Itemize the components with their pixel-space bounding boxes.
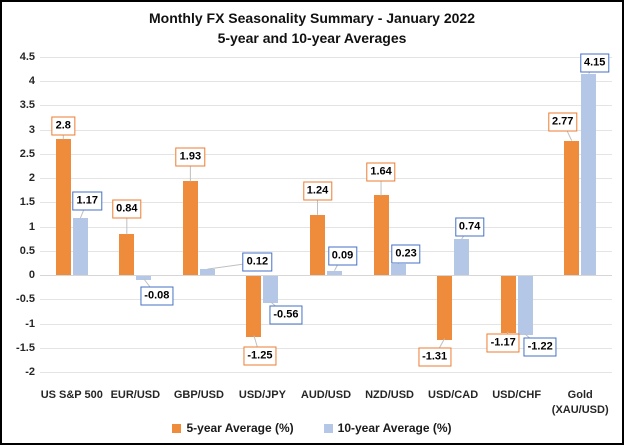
- data-label-10-year: 0.09: [327, 246, 358, 266]
- x-category-label: US S&P 500: [40, 389, 103, 401]
- data-label-10-year: -0.56: [269, 305, 303, 325]
- bar-5-year: [437, 276, 453, 340]
- x-category-label: EUR/USD: [110, 389, 161, 401]
- legend-swatch-5-year-icon: [172, 423, 182, 433]
- y-tick-label: -2: [25, 366, 35, 378]
- legend-label-5-year: 5-year Average (%): [186, 421, 294, 435]
- bar-5-year: [500, 276, 516, 333]
- bar-5-year: [119, 234, 135, 275]
- y-tick-label: 3: [28, 124, 35, 136]
- chart-title-line1: Monthly FX Seasonality Summary - January…: [148, 10, 475, 26]
- data-label-10-year: 1.17: [72, 191, 102, 211]
- bar-5-year: [564, 140, 580, 275]
- y-tick-label: 4: [28, 75, 35, 87]
- data-label-10-year: -1.22: [523, 337, 557, 357]
- legend-label-10-year: 10-year Average (%): [337, 421, 452, 435]
- data-label-5-year: 1.93: [175, 147, 206, 167]
- bar-10-year: [390, 263, 406, 275]
- y-tick-label: -1.5: [16, 342, 35, 354]
- gridline: [40, 251, 612, 252]
- y-tick-label: 2.5: [19, 148, 35, 160]
- data-label-10-year: 0.23: [391, 244, 421, 264]
- data-label-5-year: 1.24: [302, 181, 333, 201]
- y-tick-label: 0.5: [19, 245, 35, 257]
- gridline: [40, 299, 612, 300]
- zero-gridline: [40, 275, 612, 276]
- data-label-10-year: 4.15: [580, 53, 610, 73]
- gridline: [40, 130, 612, 131]
- y-tick-label: -1: [25, 318, 35, 330]
- legend-item-5-year: 5-year Average (%): [172, 421, 294, 435]
- data-label-10-year: -0.08: [140, 286, 174, 306]
- bar-5-year: [55, 139, 71, 275]
- data-label-10-year: 0.12: [242, 252, 273, 272]
- y-tick-label: 4.5: [19, 51, 35, 63]
- bar-10-year: [199, 269, 215, 275]
- y-tick-label: 0: [28, 269, 35, 281]
- data-label-5-year: 2.77: [548, 112, 578, 132]
- x-category-label: GBP/USD: [173, 389, 224, 401]
- y-tick-label: -0.5: [16, 293, 35, 305]
- x-category-label: NZD/USD: [365, 389, 414, 401]
- bar-10-year: [327, 270, 342, 275]
- data-label-5-year: -1.31: [418, 347, 452, 367]
- gridline: [40, 57, 612, 58]
- y-tick-label: 1.5: [19, 196, 35, 208]
- y-tick-label: 1: [28, 221, 35, 233]
- bar-10-year: [454, 239, 470, 275]
- x-category-label: USD/CAD: [428, 389, 479, 401]
- chart-title: Monthly FX Seasonality Summary - January…: [2, 9, 622, 49]
- legend-swatch-10-year-icon: [323, 423, 333, 433]
- bar-5-year: [310, 214, 325, 275]
- gridline: [40, 81, 612, 82]
- bar-10-year: [581, 73, 597, 275]
- gridline: [40, 178, 612, 179]
- x-category-label: AUD/USD: [300, 389, 352, 401]
- gridline: [40, 154, 612, 155]
- data-label-5-year: 1.64: [366, 162, 396, 182]
- legend-item-10-year: 10-year Average (%): [323, 421, 452, 435]
- gridline: [40, 105, 612, 106]
- bar-10-year: [263, 276, 279, 304]
- gridline: [40, 372, 612, 373]
- x-category-label: Gold (XAU/USD): [551, 389, 609, 416]
- data-label-10-year: 0.74: [454, 217, 485, 237]
- bar-5-year: [182, 181, 198, 275]
- bar-10-year: [136, 276, 152, 280]
- x-category-label: USD/CHF: [492, 389, 542, 401]
- gridline: [40, 324, 612, 325]
- bar-5-year: [373, 195, 389, 275]
- y-tick-label: 2: [28, 172, 35, 184]
- x-category-label: USD/JPY: [238, 389, 286, 401]
- bar-10-year: [72, 218, 88, 275]
- gridline: [40, 227, 612, 228]
- gridline: [40, 202, 612, 203]
- data-label-5-year: 2.8: [51, 116, 75, 136]
- chart-title-line2: 5-year and 10-year Averages: [217, 29, 407, 46]
- gridline: [40, 348, 612, 349]
- data-label-5-year: -1.25: [243, 346, 277, 366]
- bar-5-year: [246, 276, 262, 337]
- data-label-5-year: -1.17: [486, 333, 520, 353]
- y-tick-label: 3.5: [19, 99, 35, 111]
- bar-10-year: [517, 276, 533, 336]
- legend: 5-year Average (%) 10-year Average (%): [2, 421, 622, 435]
- data-label-5-year: 0.84: [112, 199, 142, 219]
